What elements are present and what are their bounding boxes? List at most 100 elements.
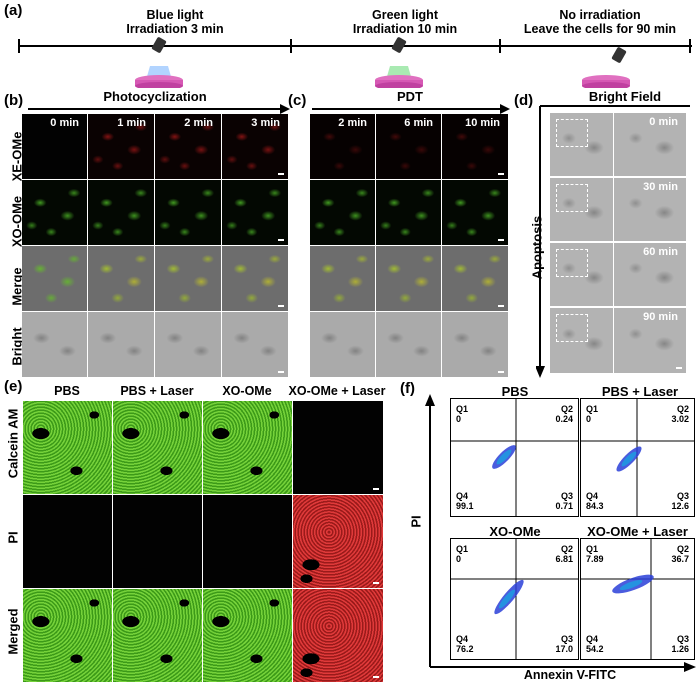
b-time-1: 1 min <box>117 117 146 129</box>
b-xo-3 <box>222 180 288 245</box>
f0-q2v: 0.24 <box>555 414 573 424</box>
d-time-2: 60 min <box>643 246 678 258</box>
b-xe-0: 0 min <box>22 114 87 179</box>
e-pi-1 <box>113 495 202 588</box>
flow-plot-xo-ome-laser: Q1 7.89 Q2 36.7 Q4 54.2 Q3 1.26 <box>580 538 695 660</box>
c-xe-2: 10 min <box>442 114 508 179</box>
f3-q1: Q1 <box>586 544 599 554</box>
d-overview-2 <box>550 243 613 306</box>
f3-q2v: 36.7 <box>671 554 689 564</box>
panel-a-label: (a) <box>4 2 23 19</box>
e-merged-2 <box>203 589 292 682</box>
e-row-merged: Merged <box>5 608 21 655</box>
f-title-1: PBS + Laser <box>601 384 679 399</box>
d-zoom-2: 60 min <box>614 243 686 306</box>
f3-q3v: 1.26 <box>671 644 689 654</box>
step3-line1: No irradiation <box>559 8 641 22</box>
f1-q4: Q4 <box>586 491 599 501</box>
b-merge-1 <box>88 246 154 311</box>
b-xo-1 <box>88 180 154 245</box>
f1-q3v: 12.6 <box>671 501 689 511</box>
panel-e-label: (e) <box>4 378 23 395</box>
step1-line1: Blue light <box>146 8 204 22</box>
panel-d-label: (d) <box>514 92 534 109</box>
b-merge-2 <box>155 246 221 311</box>
flow-plot-xo-ome: Q1 0 Q2 6.81 Q4 76.2 Q3 17.0 <box>450 538 579 660</box>
c-time-1: 6 min <box>404 117 433 129</box>
f0-q1v: 0 <box>456 414 462 424</box>
b-time-3: 3 min <box>251 117 280 129</box>
b-xo-2 <box>155 180 221 245</box>
bright-field-title: Bright Field <box>588 89 662 104</box>
f3-q3: Q3 <box>676 634 689 644</box>
e-calcein-3 <box>293 401 383 494</box>
step2-text: Green light Irradiation 10 min <box>330 8 480 36</box>
b-xo-0 <box>22 180 87 245</box>
e-merged-0 <box>23 589 112 682</box>
e-col-pbs-laser: PBS + Laser <box>120 384 194 398</box>
f0-q4v: 99.1 <box>456 501 474 511</box>
b-xe-1: 1 min <box>88 114 154 179</box>
c-bright-0 <box>310 312 375 377</box>
e-col-xo-ome: XO-OMe <box>222 384 272 398</box>
f1-q1: Q1 <box>586 404 599 414</box>
petri-dish-blue-icon <box>135 37 183 88</box>
e-col-pbs: PBS <box>54 384 80 398</box>
c-time-2: 10 min <box>465 117 500 129</box>
e-col-xo-ome-laser: XO-OMe + Laser <box>288 384 386 398</box>
c-bright-2 <box>442 312 508 377</box>
petri-dish-green-icon <box>375 37 423 88</box>
e-merged-1 <box>113 589 202 682</box>
step1-line2: Irradiation 3 min <box>126 22 224 36</box>
b-merge-0 <box>22 246 87 311</box>
c-merge-2 <box>442 246 508 311</box>
c-arrow <box>312 104 510 114</box>
d-overview-1 <box>550 178 613 241</box>
f2-q2: Q2 <box>560 544 573 554</box>
b-time-2: 2 min <box>184 117 213 129</box>
f3-q1v: 7.89 <box>586 554 604 564</box>
f2-q3: Q3 <box>560 634 573 644</box>
f2-q4v: 76.2 <box>456 644 474 654</box>
c-xo-0 <box>310 180 375 245</box>
d-zoom-3: 90 min <box>614 308 686 373</box>
timeline-axis <box>18 37 692 88</box>
f2-q2v: 6.81 <box>555 554 573 564</box>
c-merge-0 <box>310 246 375 311</box>
f-xlabel: Annexin V-FITC <box>523 668 617 682</box>
c-xe-0: 2 min <box>310 114 375 179</box>
f1-q1v: 0 <box>586 414 592 424</box>
f1-q2v: 3.02 <box>671 414 689 424</box>
pdt-title: PDT <box>397 89 423 104</box>
c-xo-2 <box>442 180 508 245</box>
e-calcein-1 <box>113 401 202 494</box>
e-pi-2 <box>203 495 292 588</box>
d-time-1: 30 min <box>643 181 678 193</box>
b-xe-3: 3 min <box>222 114 288 179</box>
d-overview-0 <box>550 113 613 176</box>
f0-q1: Q1 <box>456 404 469 414</box>
f1-q2: Q2 <box>676 404 689 414</box>
d-arrows <box>536 105 690 378</box>
d-zoom-1: 30 min <box>614 178 686 241</box>
d-time-3: 90 min <box>643 311 678 323</box>
f1-q4v: 84.3 <box>586 501 604 511</box>
f0-q3v: 0.71 <box>555 501 573 511</box>
b-merge-3 <box>222 246 288 311</box>
flow-plot-pbs: Q1 0 Q2 0.24 Q4 99.1 Q3 0.71 <box>450 398 579 517</box>
c-time-0: 2 min <box>338 117 367 129</box>
b-bright-2 <box>155 312 221 377</box>
f3-q4v: 54.2 <box>586 644 604 654</box>
b-time-0: 0 min <box>50 117 79 129</box>
step2-line1: Green light <box>372 8 438 22</box>
f-title-0: PBS <box>501 384 529 399</box>
f0-q3: Q3 <box>560 491 573 501</box>
petri-dish-dark-icon <box>582 47 630 88</box>
c-bright-1 <box>376 312 441 377</box>
f0-q2: Q2 <box>560 404 573 414</box>
panel-b-label: (b) <box>4 92 24 109</box>
e-pi-3 <box>293 495 383 588</box>
step3-text: No irradiation Leave the cells for 90 mi… <box>505 8 695 36</box>
d-time-0: 0 min <box>649 116 678 128</box>
d-overview-3 <box>550 308 613 373</box>
